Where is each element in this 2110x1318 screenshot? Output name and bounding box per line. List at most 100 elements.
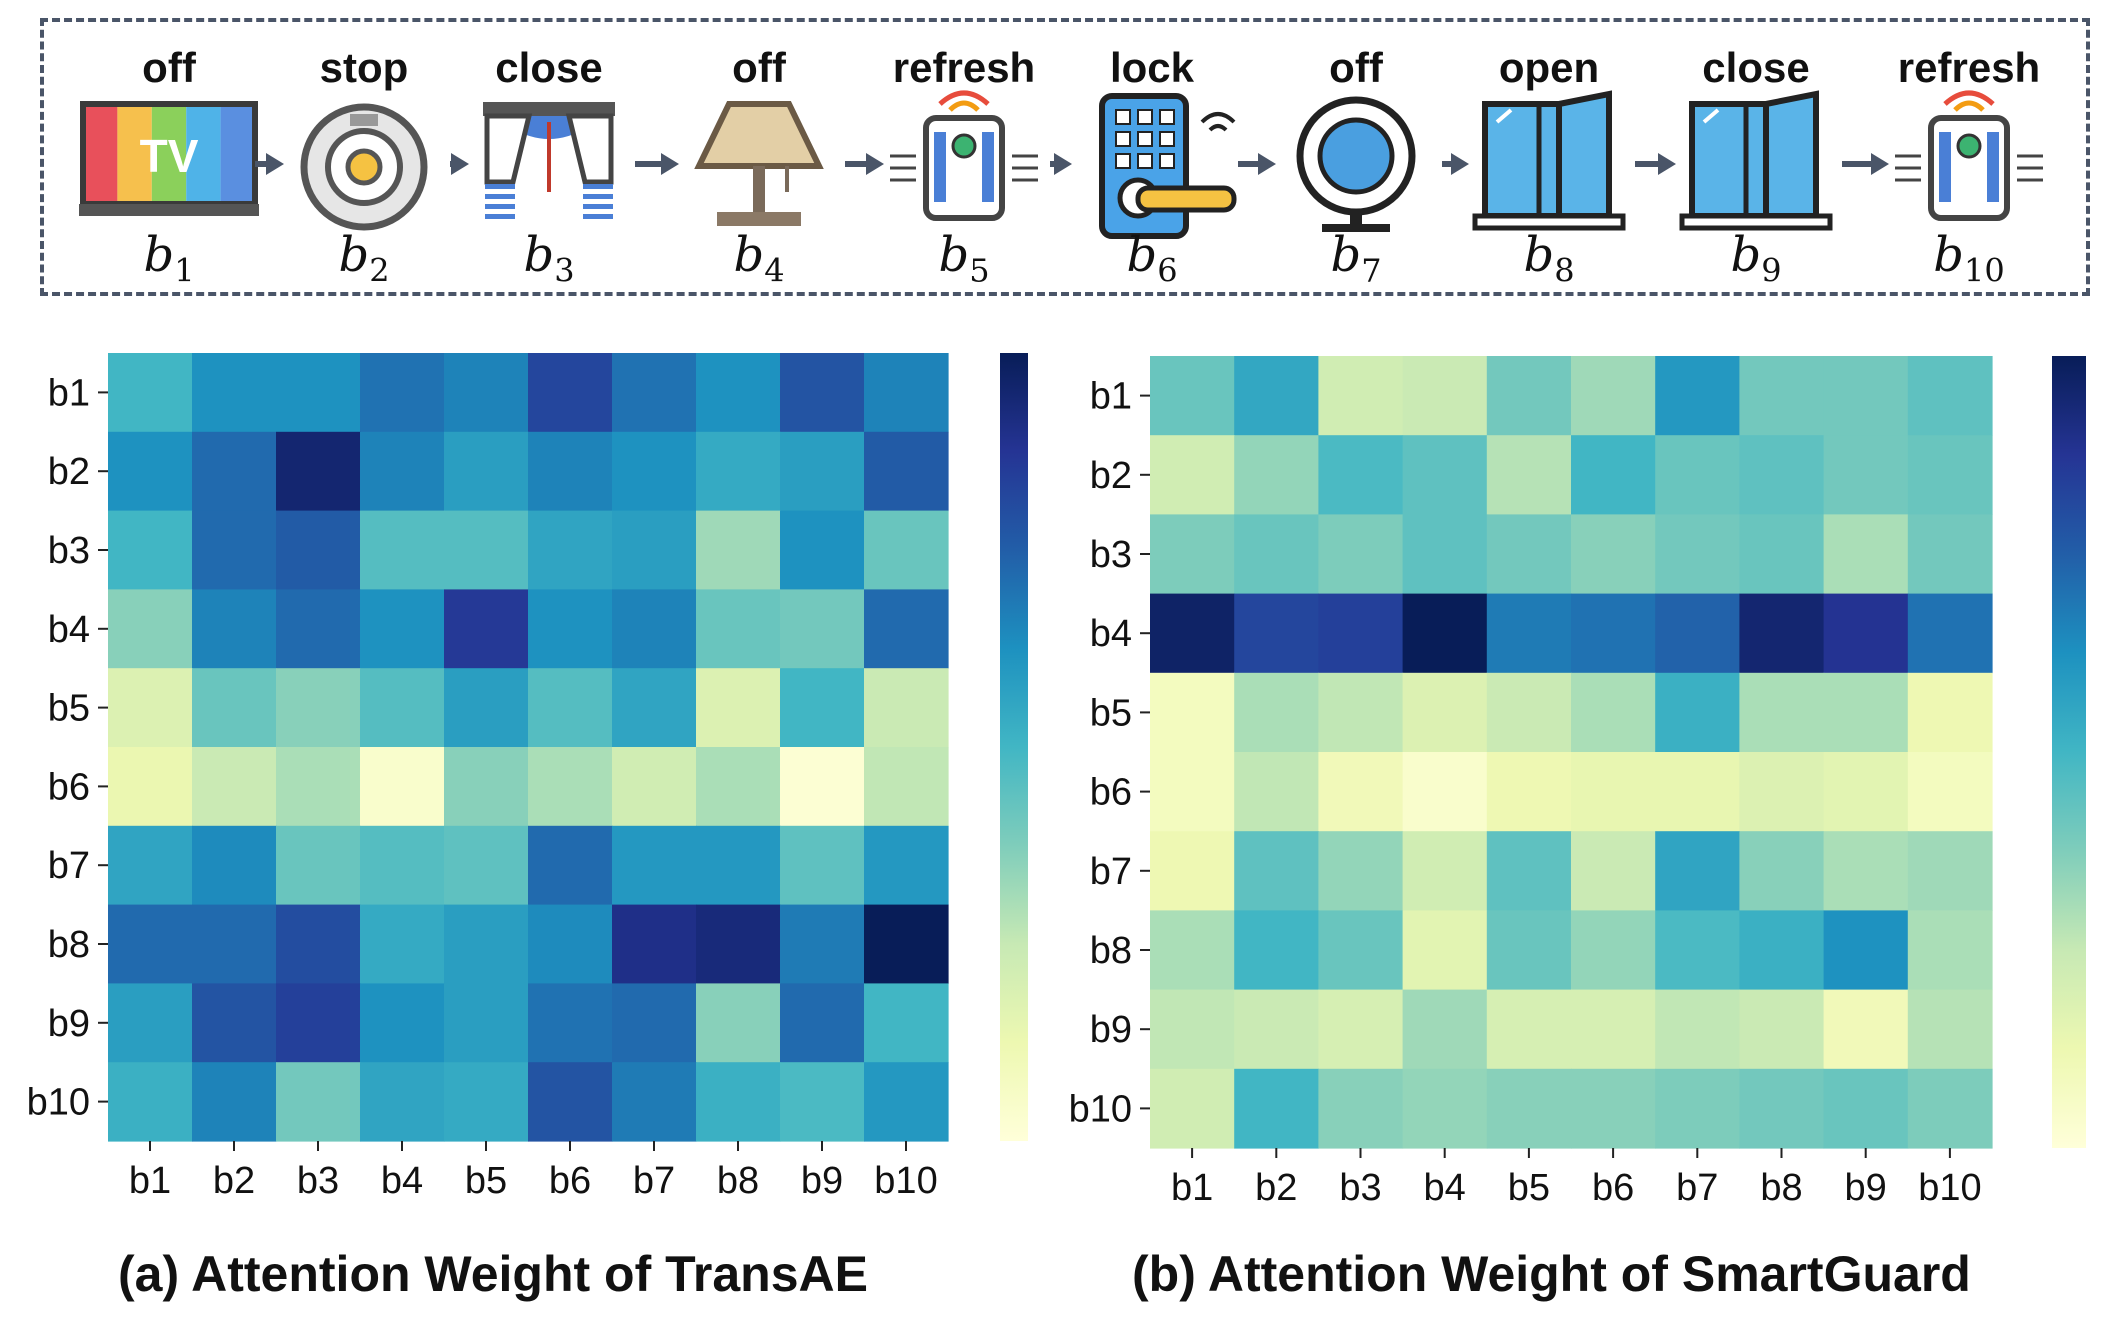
heatmap-cell (1234, 910, 1319, 991)
device-action-2: stop (319, 44, 409, 91)
heatmap-cell (1486, 831, 1572, 911)
x-tick-label: b2 (1255, 1167, 1297, 1209)
heatmap-cell (1739, 514, 1825, 595)
device-action-8: open (1498, 44, 1600, 91)
x-tick-label: b1 (129, 1160, 171, 1202)
device-label-subscript: 2 (369, 251, 390, 290)
device-label-subscript: 9 (1761, 251, 1782, 290)
device-label-subscript: 7 (1361, 251, 1382, 290)
heatmap-cell (1234, 672, 1319, 753)
heatmap-cell (864, 353, 949, 433)
heatmap-cell (276, 668, 361, 748)
heatmap-smartguard: b1 b2 b3 b4 b5 b6 b7 b8 b9 b10 b1 b2 b3 b4 b5 b6 b7 b8 b9 b… (1069, 356, 2086, 1209)
sequence-arrow (1842, 153, 1889, 175)
heatmap-cell (780, 1062, 865, 1142)
heatmap-cell (696, 904, 781, 984)
heatmap-cell (696, 668, 781, 748)
heatmap-cell (1402, 831, 1488, 911)
heatmap-cell (1150, 672, 1235, 753)
device-label-letter: b (733, 227, 765, 283)
heatmap-cell (696, 983, 781, 1063)
heatmap-cell (1571, 672, 1656, 753)
heatmap-cell (360, 904, 445, 984)
device-action-5: refresh (892, 44, 1036, 91)
heatmap-cell (360, 668, 445, 748)
heatmap-cell (276, 904, 361, 984)
heatmap-cell (1402, 593, 1488, 674)
heatmap-cell (1823, 1068, 1909, 1149)
heatmap-cell (864, 904, 949, 984)
heatmap-cell (1234, 989, 1319, 1070)
device-label-6: b6 (1092, 227, 1212, 290)
heatmap-cell (192, 1062, 277, 1142)
y-tick-label: b7 (48, 845, 90, 887)
heatmap-cell (1907, 1068, 1993, 1149)
heatmap-cell (1823, 672, 1909, 753)
x-tick-label: b9 (801, 1160, 843, 1202)
heatmap-cell (444, 589, 529, 669)
device-label-letter: b (1330, 227, 1362, 283)
heatmap-cell (108, 589, 193, 669)
heatmap-cell (360, 589, 445, 669)
heatmap-cell (1150, 593, 1235, 674)
heatmap-cell (192, 983, 277, 1063)
heatmap-cell (108, 904, 193, 984)
device-action-7: off (1329, 44, 1383, 91)
sequence-arrow (635, 153, 679, 175)
heatmap-cell (1402, 989, 1488, 1070)
y-tick-label: b8 (48, 924, 90, 966)
heatmap-cell (108, 431, 193, 512)
heatmap-cell (1234, 1068, 1319, 1149)
y-tick-label: b3 (48, 530, 90, 572)
heatmap-cell (192, 510, 277, 590)
heatmap-cell (1402, 435, 1488, 515)
heatmap-cell (612, 510, 697, 590)
heatmap-cell (612, 747, 697, 827)
curtain-icon (483, 102, 615, 219)
y-tick-label: b10 (1069, 1088, 1132, 1130)
device-label-subscript: 4 (764, 251, 785, 290)
device-label-1: b1 (109, 227, 229, 290)
device-action-10: refresh (1897, 44, 2041, 91)
device-label-letter: b (1523, 227, 1555, 283)
heatmap-cell (1234, 356, 1319, 436)
heatmap-cell (1150, 910, 1235, 991)
heatmap-cell (1318, 831, 1404, 911)
heatmap-cell (1402, 514, 1488, 595)
device-label-8: b8 (1489, 227, 1609, 290)
heatmap-cell (360, 510, 445, 590)
device-label-3: b3 (489, 227, 609, 290)
heatmap-cell (1739, 752, 1825, 832)
heatmap-cell (276, 589, 361, 669)
heatmap-cell (1150, 1068, 1235, 1149)
heatmap-cell (1571, 752, 1656, 832)
heatmap-cell (1739, 593, 1825, 674)
heatmap-cell (276, 1062, 361, 1142)
heatmap-cell (864, 668, 949, 748)
heatmap-cell (1571, 989, 1656, 1070)
heatmap-cell (1739, 435, 1825, 515)
heatmap-cell (192, 904, 277, 984)
heatmap-cell (192, 668, 277, 748)
device-label-subscript: 3 (554, 251, 575, 290)
heatmap-cell (444, 668, 529, 748)
device-action-4: off (732, 44, 786, 91)
heatmap-cell (696, 510, 781, 590)
x-tick-label: b1 (1171, 1167, 1213, 1209)
heatmap-cell (1655, 752, 1740, 832)
heatmap-cell (1318, 989, 1404, 1070)
heatmap-cell (108, 353, 193, 433)
heatmap-cell (864, 983, 949, 1063)
heatmap-cell (276, 431, 361, 512)
heatmap-cell (1486, 593, 1572, 674)
sequence-arrow (845, 153, 884, 175)
heatmap-cell (864, 825, 949, 906)
y-tick-label: b6 (48, 766, 90, 808)
heatmap-cell (864, 510, 949, 590)
heatmap-cell (444, 1062, 529, 1142)
heatmap-cell (1823, 752, 1909, 832)
x-tick-label: b6 (1592, 1167, 1634, 1209)
device-label-letter: b (1126, 227, 1158, 283)
heatmap-cell (1655, 1068, 1740, 1149)
